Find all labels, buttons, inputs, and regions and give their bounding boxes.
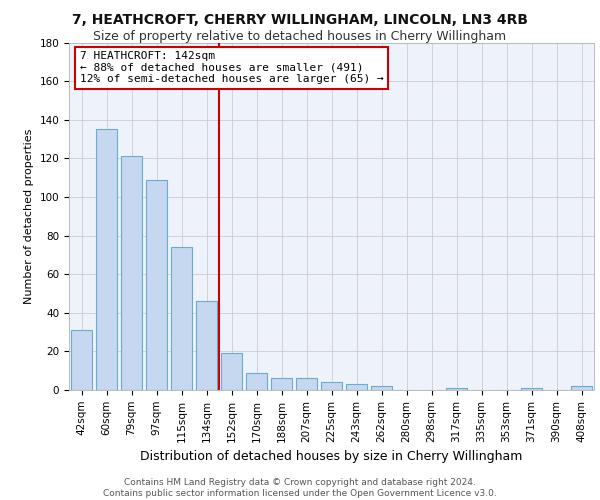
Text: Contains HM Land Registry data © Crown copyright and database right 2024.
Contai: Contains HM Land Registry data © Crown c… <box>103 478 497 498</box>
Bar <box>346 384 367 390</box>
Bar <box>271 378 292 390</box>
Bar <box>121 156 142 390</box>
Text: 7, HEATHCROFT, CHERRY WILLINGHAM, LINCOLN, LN3 4RB: 7, HEATHCROFT, CHERRY WILLINGHAM, LINCOL… <box>72 12 528 26</box>
Bar <box>146 180 167 390</box>
Text: 7 HEATHCROFT: 142sqm
← 88% of detached houses are smaller (491)
12% of semi-deta: 7 HEATHCROFT: 142sqm ← 88% of detached h… <box>79 51 383 84</box>
Bar <box>221 354 242 390</box>
Bar <box>246 372 267 390</box>
Bar <box>571 386 592 390</box>
X-axis label: Distribution of detached houses by size in Cherry Willingham: Distribution of detached houses by size … <box>140 450 523 463</box>
Bar <box>446 388 467 390</box>
Bar <box>321 382 342 390</box>
Bar <box>71 330 92 390</box>
Bar <box>96 130 117 390</box>
Bar <box>521 388 542 390</box>
Bar <box>171 247 192 390</box>
Bar <box>296 378 317 390</box>
Text: Size of property relative to detached houses in Cherry Willingham: Size of property relative to detached ho… <box>94 30 506 43</box>
Bar <box>371 386 392 390</box>
Bar <box>196 301 217 390</box>
Y-axis label: Number of detached properties: Number of detached properties <box>24 128 34 304</box>
